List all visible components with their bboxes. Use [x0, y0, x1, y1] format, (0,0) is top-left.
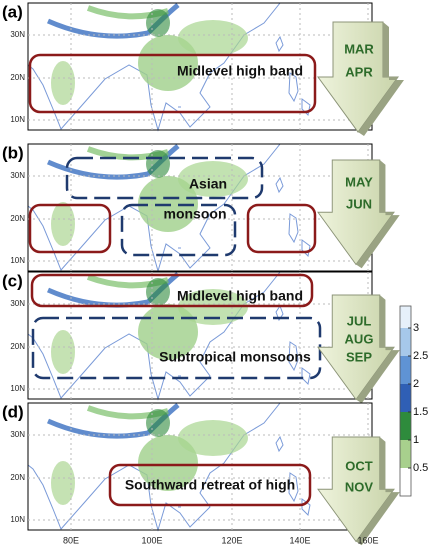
lon-label: 160E	[357, 535, 378, 545]
lat-label: 10N	[10, 384, 25, 393]
colorbar-tick-label: 3	[413, 322, 419, 334]
high-box	[108, 463, 312, 507]
lat-label: 20N	[10, 73, 25, 82]
annotation: Subtropical monsoons	[159, 349, 311, 365]
month-label: AUG	[345, 331, 374, 346]
annotation: monsoon	[164, 206, 227, 222]
colorbar-segment	[400, 328, 411, 356]
lon-label: 120E	[221, 535, 242, 545]
month-label: OCT	[345, 458, 373, 473]
lon-label: 140E	[289, 535, 310, 545]
lon-label: 80E	[63, 535, 79, 545]
colorbar-segment	[400, 412, 411, 440]
annotation: Midlevel high band	[177, 63, 303, 79]
colorbar-tick-label: 2	[413, 378, 419, 390]
lat-label: 30N	[10, 171, 25, 180]
lat-label: 20N	[10, 342, 25, 351]
annotation: Asian	[189, 176, 227, 192]
colorbar-segment	[400, 468, 411, 496]
high-box	[30, 273, 314, 308]
month-label: APR	[345, 64, 373, 79]
lat-label: 30N	[10, 299, 25, 308]
lat-label: 20N	[10, 214, 25, 223]
month-label: MAY	[345, 174, 373, 189]
annotation: Southward retreat of high	[125, 477, 295, 493]
panel-label: (d)	[2, 402, 24, 421]
colorbar-tick-label: 1	[413, 434, 419, 446]
lat-label: 10N	[10, 115, 25, 124]
colorbar-tick-label: 1.5	[413, 406, 428, 418]
colorbar-frame	[399, 305, 412, 497]
colorbar-tick-label: 2.5	[413, 350, 428, 362]
high-box	[28, 53, 317, 114]
month-label: JUN	[346, 196, 372, 211]
month-label: SEP	[346, 349, 372, 364]
colorbar-segment	[400, 440, 411, 468]
lat-label: 30N	[10, 30, 25, 39]
month-label: NOV	[345, 479, 374, 494]
lat-label: 30N	[10, 430, 25, 439]
month-label: MAR	[344, 41, 374, 56]
panel-label: (b)	[2, 143, 24, 162]
annotation: Midlevel high band	[177, 288, 303, 304]
lat-label: 10N	[10, 256, 25, 265]
high-box	[28, 203, 112, 254]
lat-label: 20N	[10, 473, 25, 482]
lat-label: 10N	[10, 515, 25, 524]
colorbar-segment	[400, 356, 411, 384]
high-box	[246, 203, 317, 254]
colorbar-segment	[400, 384, 411, 412]
lon-label: 100E	[141, 535, 162, 545]
monsoon-box	[65, 156, 264, 200]
colorbar-tick-label: 0.5	[413, 462, 428, 474]
colorbar-segment	[400, 306, 411, 328]
panel-label: (c)	[2, 271, 23, 290]
monsoon-box	[120, 203, 237, 257]
month-label: JUL	[347, 313, 372, 328]
panel-label: (a)	[2, 2, 23, 21]
map-land	[28, 403, 310, 530]
